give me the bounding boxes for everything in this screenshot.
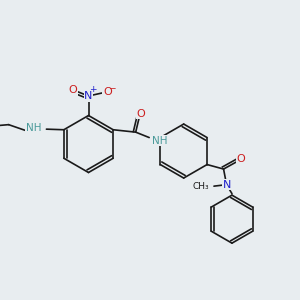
Text: O: O (236, 154, 245, 164)
Text: N: N (222, 180, 231, 190)
Text: NH: NH (152, 136, 167, 146)
Text: NH: NH (26, 123, 41, 133)
Text: O: O (103, 86, 112, 97)
Text: +: + (89, 85, 97, 94)
Text: CH₃: CH₃ (193, 182, 209, 191)
Text: −: − (108, 83, 115, 92)
Text: N: N (84, 91, 93, 101)
Text: O: O (136, 109, 145, 118)
Text: O: O (69, 85, 78, 95)
